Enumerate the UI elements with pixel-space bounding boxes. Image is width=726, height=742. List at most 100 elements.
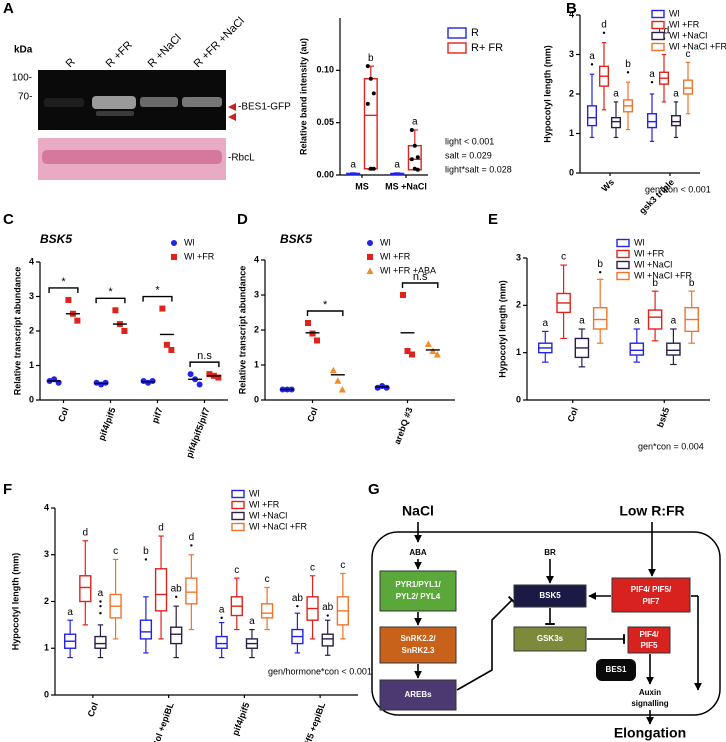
- legend-swatch: [616, 249, 630, 259]
- y-tick-label: 2: [44, 596, 49, 606]
- node-label: BES1: [606, 665, 627, 674]
- data-point: [368, 76, 373, 81]
- significance-letter: d: [158, 523, 164, 534]
- kda-label: kDa: [14, 45, 33, 56]
- x-tick-label: pif4/pif5 +epiBL: [295, 701, 328, 742]
- significance-label: *: [61, 276, 66, 288]
- box: [154, 568, 168, 612]
- data-point: [309, 330, 316, 337]
- data-point: [415, 167, 420, 172]
- box: [215, 635, 228, 649]
- data-point: [404, 348, 411, 354]
- box: [170, 626, 183, 645]
- legend-label: Wl: [249, 488, 260, 498]
- significance-label: *: [323, 299, 328, 311]
- data-point: [159, 305, 166, 312]
- node-label: PYL2/ PYL4: [396, 592, 441, 601]
- x-tick-label: MS: [355, 181, 369, 191]
- data-point: [365, 64, 370, 69]
- data-point: [409, 157, 414, 162]
- x-tick-label: Col: [566, 406, 580, 423]
- band: [182, 97, 222, 107]
- node-label: PIF4/: [639, 630, 659, 639]
- stats-note: gen/hormone*con < 0.001: [268, 666, 372, 676]
- band-label: -RbcL: [228, 153, 255, 164]
- data-point: [74, 317, 81, 324]
- legend-swatch: [616, 260, 630, 270]
- band: [44, 98, 84, 107]
- hormone-label: ABA: [409, 548, 427, 557]
- legend-label: Wl: [669, 8, 680, 18]
- cell-outline: [371, 531, 721, 716]
- legend-swatch: [447, 27, 467, 39]
- band-label: -BES1-GFP: [238, 102, 291, 113]
- legend-swatch: [651, 9, 665, 19]
- legend-swatch: [447, 42, 467, 54]
- y-tick-label: 3: [44, 549, 49, 559]
- significance-letter: a: [649, 69, 655, 80]
- significance-bracket: [142, 295, 173, 302]
- x-tick-label: bsk5: [655, 406, 671, 429]
- significance-letter: a: [394, 160, 400, 171]
- panel-label: F: [3, 481, 12, 498]
- y-tick-label: 4: [254, 254, 259, 264]
- lane-label: R +NaCl: [146, 32, 184, 70]
- y-tick-label: 1: [254, 359, 259, 369]
- x-tick-label: pif4/pif5/pif7: [184, 406, 212, 459]
- outlier: [650, 80, 654, 84]
- band: [42, 150, 222, 164]
- legend-label: Wl +FR: [380, 251, 411, 261]
- y-tick-label: 3: [516, 252, 521, 262]
- outlier: [99, 600, 102, 603]
- legend-label: Wl +NaCl +FR: [669, 41, 726, 51]
- x-tick-label: Col +epiBL: [150, 701, 176, 742]
- stats-note: salt = 0.029: [445, 150, 492, 160]
- significance-bracket: [48, 287, 79, 293]
- y-tick-label: 0.05: [316, 117, 334, 127]
- outlier: [296, 604, 299, 608]
- y-tick-label: 0: [516, 394, 521, 404]
- significance-letter: a: [579, 316, 585, 327]
- box: [610, 116, 622, 129]
- significance-letter: ab: [171, 583, 183, 594]
- band: [96, 111, 134, 116]
- box: [586, 105, 598, 127]
- y-tick-label: 1: [516, 347, 521, 357]
- output-label: Elongation: [614, 725, 686, 741]
- significance-letter: ab: [322, 602, 334, 613]
- box: [185, 577, 198, 605]
- significance-letter: c: [234, 565, 239, 576]
- data-point: [433, 351, 441, 358]
- y-tick-label: 3: [569, 49, 574, 59]
- legend-marker: [367, 240, 373, 246]
- significance-label: *: [108, 286, 113, 298]
- legend-label: R+ FR: [471, 42, 503, 54]
- node-label: SnRK2.2/: [400, 634, 436, 643]
- significance-letter: a: [98, 588, 104, 599]
- band: [92, 96, 136, 109]
- outlier: [626, 71, 630, 74]
- y-tick-label: 2: [29, 325, 34, 335]
- y-tick-label: 0.10: [316, 65, 334, 75]
- significance-letter: cd: [659, 25, 670, 36]
- outlier: [590, 63, 594, 66]
- outlier: [602, 31, 606, 34]
- pathway-diagram: NaCl Low R:FR ABA BR PYR1/PYL1/ PYL2/ PY…: [371, 503, 721, 741]
- legend-label: Wl +NaCl +FR: [634, 270, 693, 280]
- data-point: [400, 292, 406, 298]
- significance-letter: a: [673, 89, 679, 100]
- y-tick-label: 4: [29, 256, 34, 266]
- outlier: [599, 271, 602, 274]
- box: [79, 575, 92, 603]
- y-tick-label: 0: [569, 167, 574, 177]
- stats-note: light*salt = 0.028: [445, 164, 512, 174]
- y-tick-label: 0.00: [316, 169, 334, 179]
- node-box: [596, 659, 636, 681]
- outlier: [99, 611, 102, 615]
- data-point: [412, 166, 417, 171]
- significance-letter: d: [189, 532, 195, 543]
- node-label: PIF5: [641, 641, 658, 650]
- legend-label: Wl: [380, 237, 391, 247]
- box: [647, 309, 663, 330]
